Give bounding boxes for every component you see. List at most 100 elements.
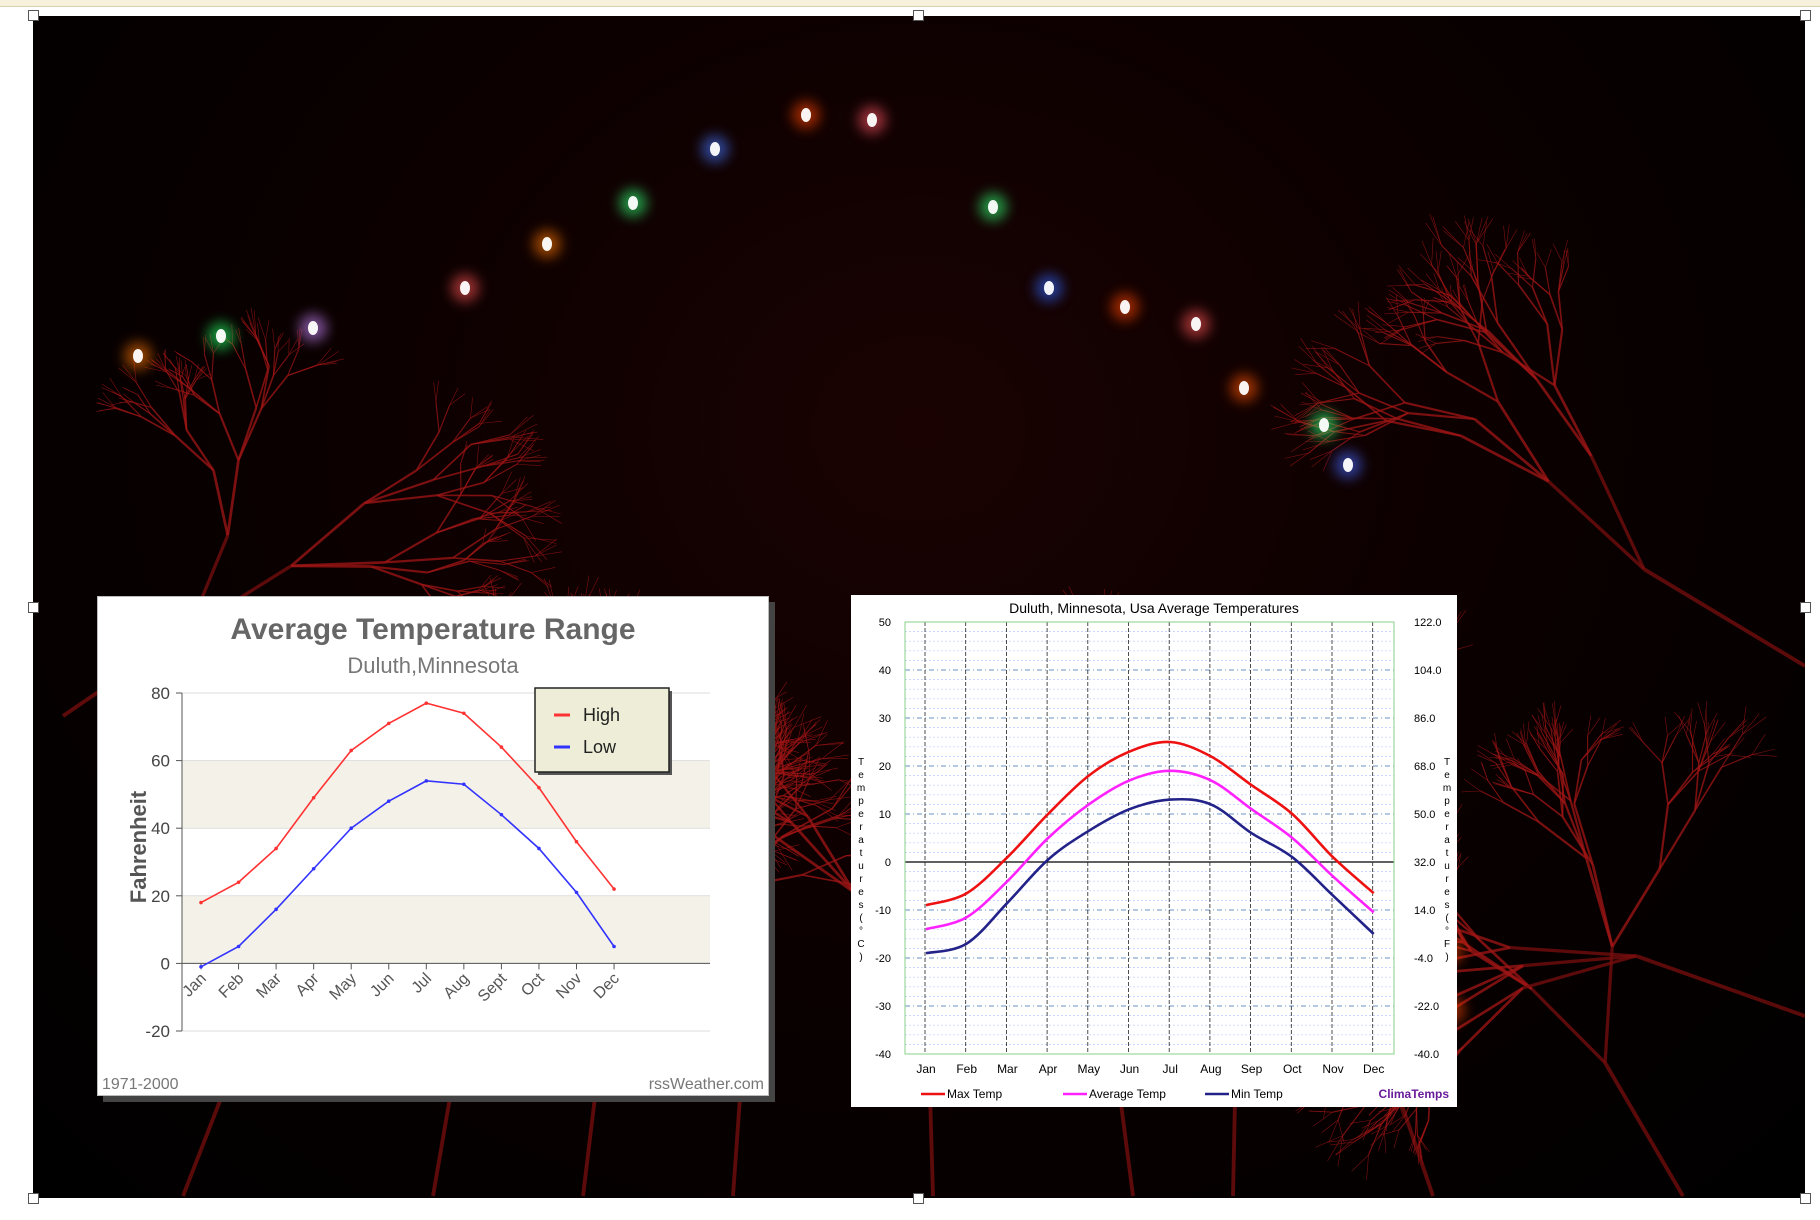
branch-segment bbox=[1537, 715, 1543, 733]
branch-segment bbox=[1451, 986, 1524, 1034]
branch-segment bbox=[237, 408, 263, 461]
branch-segment bbox=[1536, 252, 1546, 268]
branch-segment bbox=[1535, 378, 1593, 457]
branch-segment bbox=[1587, 739, 1602, 767]
branch-segment bbox=[226, 460, 240, 536]
resize-handle-bottom-middle[interactable] bbox=[913, 1193, 924, 1204]
resize-handle-middle-right[interactable] bbox=[1800, 602, 1811, 613]
branch-segment bbox=[1468, 240, 1472, 277]
resize-handle-bottom-left[interactable] bbox=[28, 1193, 39, 1204]
branch-segment bbox=[1301, 409, 1322, 419]
branch-segment bbox=[1611, 868, 1661, 948]
branch-segment bbox=[495, 515, 533, 530]
branch-segment bbox=[150, 359, 167, 373]
branch-segment bbox=[1392, 287, 1410, 303]
branch-segment bbox=[195, 365, 206, 381]
branch-segment bbox=[1425, 223, 1442, 246]
branch-segment bbox=[513, 477, 521, 500]
branch-segment bbox=[516, 464, 542, 466]
branch-segment bbox=[1664, 716, 1668, 736]
branch-segment bbox=[384, 531, 438, 564]
branch-segment bbox=[174, 368, 180, 393]
branch-segment bbox=[257, 323, 260, 342]
branch-segment bbox=[1517, 252, 1520, 285]
branch-segment bbox=[1405, 299, 1415, 316]
branch-segment bbox=[1707, 719, 1716, 743]
branch-segment bbox=[155, 384, 172, 389]
branch-segment bbox=[1339, 364, 1360, 394]
branch-segment bbox=[316, 347, 332, 366]
branch-segment bbox=[185, 375, 195, 396]
branch-segment bbox=[1710, 722, 1726, 743]
branch-segment bbox=[471, 438, 510, 445]
branch-segment bbox=[118, 367, 137, 383]
branch-segment bbox=[1503, 225, 1507, 249]
branch-segment bbox=[1516, 276, 1533, 280]
branch-segment bbox=[1456, 255, 1469, 278]
branch-segment bbox=[123, 393, 134, 403]
resize-handle-top-left[interactable] bbox=[28, 10, 39, 21]
branch-segment bbox=[1661, 762, 1669, 805]
branch-segment bbox=[532, 500, 556, 517]
branch-segment bbox=[1491, 753, 1513, 761]
branch-segment bbox=[1447, 306, 1471, 326]
branch-segment bbox=[1494, 732, 1499, 758]
branch-segment bbox=[487, 522, 503, 542]
branch-segment bbox=[499, 569, 520, 581]
branch-segment bbox=[1458, 280, 1461, 308]
branch-segment bbox=[212, 469, 230, 536]
branch-segment bbox=[1316, 352, 1340, 366]
branch-segment bbox=[364, 478, 434, 505]
branch-segment bbox=[1661, 735, 1669, 763]
branch-segment bbox=[474, 455, 493, 470]
branch-segment bbox=[1332, 370, 1355, 399]
branch-segment bbox=[257, 317, 266, 340]
branch-segment bbox=[174, 434, 215, 472]
branch-segment bbox=[1338, 310, 1361, 330]
branch-segment bbox=[1461, 305, 1479, 325]
branch-segment bbox=[1632, 722, 1644, 743]
branch-segment bbox=[1337, 1119, 1345, 1144]
branch-segment bbox=[1603, 1061, 1685, 1197]
resize-handle-top-right[interactable] bbox=[1800, 10, 1811, 21]
branch-segment bbox=[1359, 327, 1384, 334]
branch-segment bbox=[482, 536, 498, 544]
branch-segment bbox=[513, 480, 524, 503]
branch-segment bbox=[1417, 336, 1438, 342]
chart1-y-axis-label: Fahrenheit bbox=[126, 790, 151, 903]
branch-segment bbox=[1494, 253, 1512, 269]
resize-handle-top-middle[interactable] bbox=[913, 10, 924, 21]
branch-segment bbox=[1300, 392, 1321, 405]
branch-segment bbox=[1526, 721, 1530, 745]
branch-segment bbox=[179, 379, 185, 400]
branch-segment bbox=[766, 697, 794, 714]
branch-segment bbox=[1414, 1140, 1422, 1156]
resize-handle-bottom-right[interactable] bbox=[1800, 1193, 1811, 1204]
branch-segment bbox=[499, 511, 520, 515]
branch-segment bbox=[479, 514, 508, 519]
branch-segment bbox=[1419, 1141, 1423, 1158]
branch-segment bbox=[1458, 285, 1469, 302]
branch-segment bbox=[1539, 748, 1558, 772]
chart1-title: Average Temperature Range bbox=[230, 613, 635, 646]
branch-segment bbox=[776, 846, 793, 871]
branch-segment bbox=[179, 366, 186, 380]
branch-segment bbox=[1481, 271, 1495, 302]
branch-segment bbox=[517, 454, 541, 462]
branch-segment bbox=[1486, 243, 1498, 263]
branch-segment bbox=[1706, 712, 1718, 732]
branch-segment bbox=[1284, 452, 1309, 459]
branch-segment bbox=[1368, 1123, 1383, 1156]
branch-segment bbox=[128, 400, 152, 409]
branch-segment bbox=[452, 557, 500, 562]
branch-segment bbox=[1321, 409, 1353, 419]
branch-segment bbox=[1359, 329, 1370, 366]
branch-segment bbox=[481, 453, 519, 468]
branch-segment bbox=[111, 391, 129, 402]
resize-handle-middle-left[interactable] bbox=[28, 602, 39, 613]
branch-segment bbox=[238, 328, 242, 345]
branch-segment bbox=[1531, 238, 1537, 259]
branch-segment bbox=[1494, 754, 1513, 765]
branch-segment bbox=[1469, 229, 1484, 247]
light-bulb bbox=[988, 200, 998, 214]
